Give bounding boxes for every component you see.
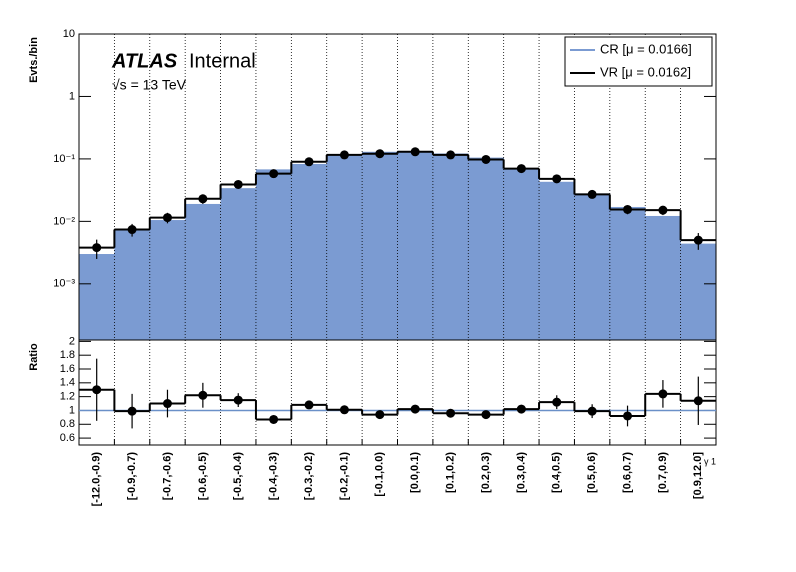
cr-bar (149, 220, 186, 340)
x-tick-label: [0.2,0.3) (480, 452, 492, 493)
data-point (233, 395, 243, 405)
energy-label: √s = 13 TeV (112, 77, 187, 93)
data-point (516, 164, 526, 174)
data-point (410, 147, 420, 157)
cr-bar (574, 193, 611, 340)
data-point (693, 235, 703, 245)
x-tick-label: [0.7,0.9) (657, 452, 669, 493)
x-tick-label: [0.3,0.4) (515, 452, 527, 493)
y-tick-label: 10 (63, 28, 75, 40)
ratio-axis-label: Ratio (28, 343, 40, 371)
x-tick-label: [0.1,0.2) (444, 452, 456, 493)
data-point (623, 204, 633, 214)
y-tick-label: 2 (69, 335, 75, 347)
x-tick-label: [0.9,12.0] (692, 452, 704, 499)
x-tick-label: [0.4,0.5) (551, 452, 563, 493)
x-tick-label: [0.5,0.6) (586, 452, 598, 493)
cr-bar (645, 215, 681, 340)
y-tick-label: 10⁻¹ (53, 153, 75, 165)
data-point (658, 389, 668, 399)
cr-bar (185, 203, 221, 340)
x-tick-label: [-0.5,-0.4) (232, 452, 244, 501)
data-point (127, 225, 137, 235)
cr-bar (114, 229, 151, 340)
x-axis-label: γ 1 (704, 456, 716, 466)
y-tick-label: 1.2 (60, 391, 75, 403)
x-tick-label: [-0.9,-0.7) (126, 452, 138, 501)
data-point (92, 385, 102, 395)
data-point (198, 390, 208, 400)
data-point (339, 150, 349, 160)
cr-bar (468, 157, 504, 340)
data-point (587, 189, 597, 199)
y-tick-label: 0.6 (60, 432, 75, 444)
y-tick-label: 1 (69, 90, 75, 102)
data-point (410, 404, 420, 414)
cr-bar (609, 206, 646, 340)
cr-bar (432, 153, 469, 340)
cr-bar (680, 243, 717, 340)
x-tick-label: [0.0,0.1) (409, 452, 421, 493)
data-point (693, 396, 703, 406)
legend-label: CR [μ = 0.0166] (600, 41, 692, 56)
data-point (552, 397, 562, 407)
y-axis-label: Evts./bin (28, 37, 40, 83)
legend-box (564, 36, 713, 87)
y-tick-label: 1.8 (60, 349, 75, 361)
data-point (658, 205, 668, 215)
data-point (375, 149, 385, 159)
atlas-label: ATLAS (111, 50, 178, 72)
cr-bar (291, 163, 328, 340)
cr-bar (220, 188, 257, 340)
y-tick-label: 10⁻³ (53, 278, 75, 290)
x-tick-label: [-0.6,-0.5) (197, 452, 209, 501)
data-point (198, 194, 208, 204)
data-point (516, 404, 526, 414)
y-tick-label: 1.4 (60, 377, 75, 389)
data-point (446, 150, 456, 160)
data-point (92, 243, 102, 253)
data-point (339, 405, 349, 415)
y-tick-label: 1.6 (60, 363, 75, 375)
data-point (481, 410, 491, 420)
data-point (481, 154, 491, 164)
data-point (233, 179, 243, 189)
internal-label: Internal (189, 50, 256, 72)
cr-bar (326, 155, 363, 340)
cr-bar (503, 168, 540, 340)
data-point (587, 406, 597, 416)
legend-label: VR [μ = 0.0162] (600, 64, 691, 79)
cr-bar (397, 152, 434, 340)
cr-bar (255, 169, 292, 340)
data-point (127, 406, 137, 416)
data-point (446, 408, 456, 418)
cr-bar (362, 151, 398, 340)
data-point (162, 213, 172, 223)
data-point (375, 410, 385, 420)
data-point (623, 411, 633, 421)
x-tick-label: [-0.3,-0.2) (303, 452, 315, 501)
x-tick-label: [-0.7,-0.6) (161, 452, 173, 501)
x-tick-label: [-12.0,-0.9) (91, 452, 103, 507)
x-tick-label: [-0.2,-0.1) (338, 452, 350, 501)
x-tick-label: [-0.4,-0.3) (268, 452, 280, 501)
data-point (269, 414, 279, 424)
data-point (304, 157, 314, 167)
y-tick-label: 1 (69, 404, 75, 416)
data-point (304, 400, 314, 410)
cr-bar (539, 181, 575, 340)
data-point (269, 169, 279, 179)
y-tick-label: 0.8 (60, 418, 75, 430)
data-point (162, 399, 172, 409)
y-tick-label: 10⁻² (53, 215, 75, 227)
x-tick-label: [-0.1,0.0) (374, 452, 386, 497)
data-point (552, 174, 562, 184)
cr-bar (79, 254, 115, 340)
x-tick-label: [0.6,0.7) (621, 452, 633, 493)
